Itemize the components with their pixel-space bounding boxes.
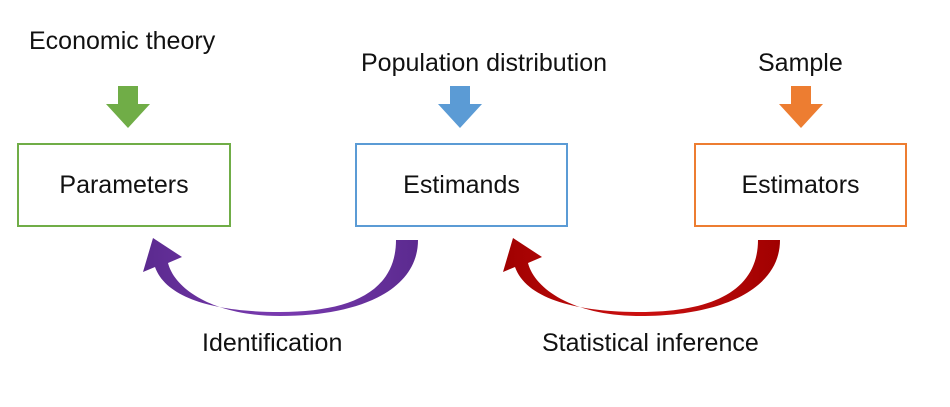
parameters-box: Parameters: [17, 143, 231, 227]
economic-theory-label: Economic theory: [29, 27, 216, 55]
statistical-inference-label: Statistical inference: [542, 329, 759, 357]
estimators-box: Estimators: [694, 143, 907, 227]
blue-down-arrow-icon: [438, 86, 482, 128]
estimands-box: Estimands: [355, 143, 568, 227]
identification-arrow-icon: [143, 238, 418, 316]
population-distribution-label: Population distribution: [361, 49, 607, 77]
sample-label: Sample: [758, 49, 843, 77]
estimands-label: Estimands: [403, 170, 520, 199]
inference-arrow-icon: [503, 238, 780, 316]
green-down-arrow-icon: [106, 86, 150, 128]
estimators-label: Estimators: [741, 170, 860, 199]
parameters-label: Parameters: [59, 170, 189, 199]
identification-label: Identification: [202, 329, 343, 357]
orange-down-arrow-icon: [779, 86, 823, 128]
